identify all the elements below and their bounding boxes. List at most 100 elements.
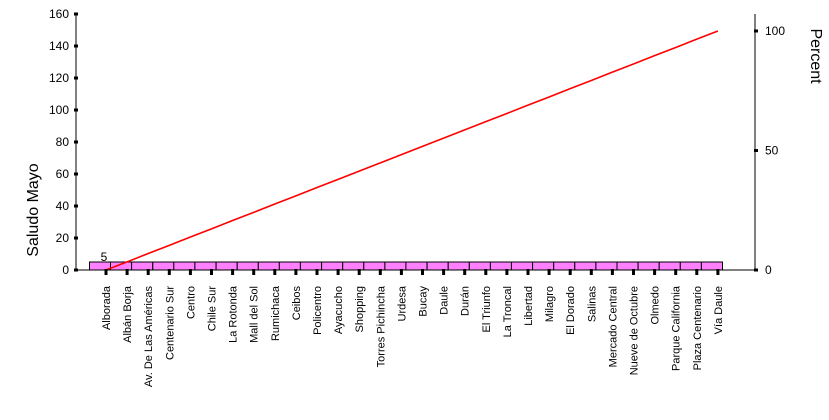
bar-9: [257, 261, 280, 271]
x-tick-label: Salinas: [586, 286, 598, 323]
x-tick: [231, 269, 235, 275]
x-tick-label: Bucay: [418, 286, 430, 317]
x-tick-label: Mall del Sol: [249, 286, 261, 343]
x-tick: [188, 269, 192, 275]
y-tick-left: [74, 236, 78, 240]
x-tick-label: Mercado Central: [607, 286, 619, 367]
x-tick-label: La Troncal: [502, 286, 514, 337]
x-tick: [632, 269, 635, 275]
bar-3: [131, 261, 154, 271]
y-tick-label-right: 0: [765, 263, 772, 277]
x-tick: [547, 269, 551, 275]
x-tick: [653, 269, 657, 275]
x-tick: [421, 269, 424, 275]
x-tick: [104, 269, 108, 275]
cumulative-percent-line: [105, 30, 719, 271]
bar-12: [321, 261, 344, 271]
x-tick-label: Ayacucho: [333, 286, 345, 334]
x-tick-label: Milagro: [544, 286, 556, 322]
bar-14: [363, 261, 386, 271]
x-tick: [273, 269, 277, 275]
bar-11: [299, 261, 322, 271]
y-tick-left: [74, 172, 78, 176]
x-tick: [463, 269, 467, 275]
bar-20: [489, 261, 512, 271]
y-axis-title-right: Percent: [807, 28, 824, 84]
x-tick: [716, 269, 720, 275]
bar-5: [173, 261, 196, 271]
x-tick: [589, 269, 593, 275]
x-tick-label: Durán: [460, 286, 472, 316]
x-tick: [568, 269, 572, 275]
x-tick: [315, 269, 319, 275]
bar-21: [510, 261, 533, 271]
bar-30: [700, 261, 724, 271]
bar-2: [110, 261, 133, 271]
x-tick: [167, 269, 171, 275]
bar-24: [574, 261, 597, 271]
x-tick-label: Nueve de Octubre: [629, 286, 641, 375]
x-tick-label: Av. De Las Américas: [143, 286, 155, 388]
y-tick-left: [74, 268, 78, 272]
x-tick-label: Vía Daule: [713, 286, 725, 334]
x-tick: [484, 269, 488, 275]
x-tick-label: Centenario Sur: [164, 286, 176, 360]
x-tick-label: Olmedo: [650, 286, 662, 325]
x-tick-label: Parque California: [671, 285, 683, 371]
x-tick: [357, 269, 361, 275]
bar-10: [278, 261, 301, 271]
y-tick-label-left: 80: [56, 135, 70, 149]
x-tick: [294, 269, 298, 275]
x-tick: [125, 269, 129, 275]
bar-13: [342, 261, 365, 271]
y-tick-label-left: 20: [56, 231, 70, 245]
x-tick-label: Alborada: [101, 285, 113, 330]
data-label: 5: [101, 250, 108, 264]
bar-17: [426, 261, 449, 271]
y-tick-right: [754, 149, 758, 152]
x-tick: [252, 269, 256, 275]
bar-18: [447, 261, 470, 271]
bar-25: [595, 261, 618, 271]
x-tick-label: Chile Sur: [207, 286, 219, 332]
x-tick-label: Centro: [185, 286, 197, 319]
plot-area: 0 20 40 60 80 100 120 140 160 0 50 100 Alborada Albán…: [49, 7, 785, 387]
x-tick-label: Urdesa: [396, 285, 408, 321]
x-tick-label: El Triunfo: [481, 286, 493, 332]
y-tick-label-left: 140: [49, 39, 69, 53]
y-tick-right: [754, 268, 758, 272]
y-tick-label-left: 0: [62, 263, 69, 277]
y-tick-left: [74, 76, 78, 80]
x-tick-label: Plaza Centenario: [692, 286, 704, 370]
x-tick-label: Rumichaca: [270, 285, 282, 341]
x-tick-label: Daule: [439, 286, 451, 315]
bar-8: [236, 261, 259, 271]
x-tick: [378, 269, 382, 275]
y-tick-label-right: 50: [765, 144, 779, 158]
x-tick-label: Policentro: [312, 286, 324, 335]
bar-7: [215, 261, 238, 271]
y-tick-left: [74, 12, 78, 16]
x-tick: [526, 269, 530, 275]
y-axis-title-left: Saludo Mayo: [25, 163, 42, 256]
bar-22: [532, 261, 555, 271]
y-tick-label-left: 160: [49, 7, 69, 21]
x-tick-label: Torres Pichincha: [375, 285, 387, 367]
bar-28: [658, 261, 681, 271]
bar-6: [194, 261, 217, 271]
y-tick-label-left: 120: [49, 71, 69, 85]
bar-4: [152, 261, 175, 271]
x-tick-label: Ceibos: [291, 286, 303, 321]
x-tick: [505, 269, 509, 275]
x-tick: [695, 269, 699, 275]
x-tick: [146, 269, 150, 275]
y-tick-left: [74, 108, 78, 112]
bar-29: [679, 261, 702, 271]
x-tick-label: Libertad: [523, 286, 535, 326]
y-tick-right: [754, 29, 758, 33]
bar-16: [405, 261, 428, 271]
y-tick-label-left: 60: [56, 167, 70, 181]
bar-23: [553, 261, 576, 271]
bar-26: [616, 261, 639, 271]
